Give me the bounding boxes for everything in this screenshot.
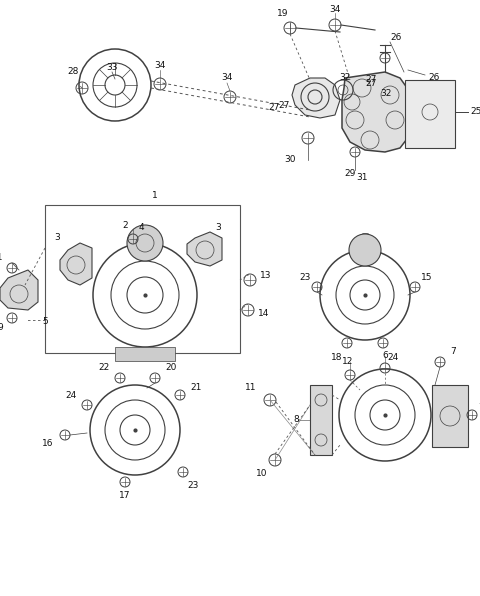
Text: 24: 24 (387, 352, 398, 362)
Bar (432, 385, 468, 447)
Circle shape (127, 225, 163, 261)
Text: 34: 34 (221, 73, 233, 82)
Text: 9: 9 (0, 324, 3, 333)
Bar (45, 205, 240, 353)
Text: 12: 12 (342, 358, 354, 367)
Text: 7: 7 (450, 347, 456, 356)
Bar (405, 80, 455, 148)
Text: 21: 21 (190, 383, 202, 393)
Text: 5: 5 (42, 318, 48, 327)
Text: 17: 17 (119, 492, 131, 501)
Text: 15: 15 (421, 272, 433, 281)
Polygon shape (292, 78, 340, 118)
Text: 26: 26 (390, 33, 401, 42)
Bar (115, 347, 175, 361)
Text: 3: 3 (54, 234, 60, 243)
Text: 27: 27 (365, 76, 376, 85)
Bar (310, 385, 332, 455)
Text: 22: 22 (99, 364, 110, 372)
Text: 26: 26 (428, 73, 439, 82)
Text: 31: 31 (356, 173, 368, 182)
Text: 2: 2 (122, 221, 128, 229)
Text: 1: 1 (152, 191, 158, 200)
Text: 4: 4 (139, 222, 144, 231)
Polygon shape (0, 270, 38, 310)
Text: 33: 33 (106, 64, 118, 73)
Text: 29: 29 (344, 169, 356, 178)
Text: 16: 16 (41, 439, 53, 449)
Text: 18: 18 (331, 352, 343, 362)
Text: —: — (361, 230, 369, 236)
Text: 23: 23 (300, 272, 311, 281)
Polygon shape (342, 72, 410, 152)
Text: 19: 19 (277, 8, 289, 17)
Text: 14: 14 (258, 309, 269, 318)
Text: 34: 34 (329, 5, 341, 14)
Text: 6: 6 (382, 350, 388, 359)
Text: 20: 20 (165, 364, 176, 372)
Text: 24: 24 (66, 390, 77, 399)
Text: 27: 27 (278, 101, 290, 110)
Polygon shape (187, 232, 222, 266)
Text: 11: 11 (0, 253, 3, 262)
Text: 3: 3 (215, 224, 221, 232)
Text: 32: 32 (339, 73, 351, 82)
Text: 30: 30 (285, 156, 296, 164)
Polygon shape (60, 243, 92, 285)
Text: 23: 23 (187, 480, 199, 489)
Text: 28: 28 (67, 67, 79, 76)
Text: 13: 13 (260, 272, 272, 281)
Text: 27: 27 (269, 104, 280, 113)
Text: 11: 11 (244, 383, 256, 393)
Text: 32: 32 (380, 88, 391, 98)
Text: 27: 27 (365, 79, 376, 88)
Circle shape (349, 234, 381, 266)
Text: 25: 25 (470, 107, 480, 116)
Text: 7: 7 (478, 403, 480, 412)
Text: 8: 8 (293, 415, 299, 424)
Text: 34: 34 (154, 61, 166, 70)
Text: 10: 10 (256, 470, 268, 479)
